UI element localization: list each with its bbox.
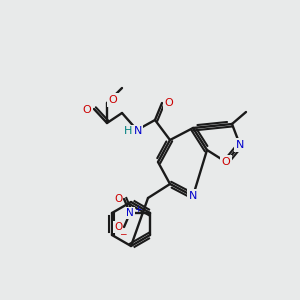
Text: N: N [126,208,134,218]
Text: O: O [222,157,230,167]
Text: N: N [189,191,197,201]
Text: O: O [114,222,122,232]
Text: N: N [236,140,244,150]
Text: +: + [134,206,142,214]
Text: N: N [189,191,197,201]
Text: N: N [236,140,244,150]
Text: O: O [222,157,230,167]
Text: O: O [114,194,122,204]
Text: O: O [109,95,117,105]
Text: H: H [124,126,132,136]
Text: O: O [82,105,91,115]
Text: O: O [165,98,173,108]
Text: −: − [119,230,127,238]
Text: N: N [134,126,142,136]
